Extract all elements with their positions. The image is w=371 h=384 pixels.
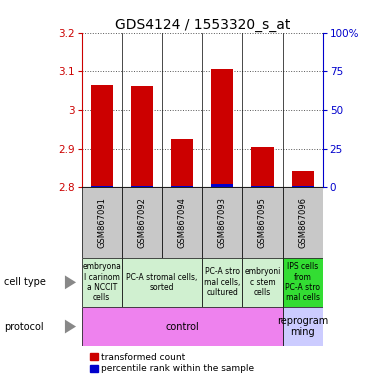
Bar [202,258,242,307]
Bar [131,186,153,187]
Text: reprogram
ming: reprogram ming [277,316,328,338]
Bar [122,187,162,258]
Bar [171,139,193,187]
Text: PC-A stro
mal cells,
cultured: PC-A stro mal cells, cultured [204,267,240,297]
Bar [82,307,283,346]
Text: control: control [165,321,199,331]
Text: GSM867096: GSM867096 [298,197,307,248]
Bar [292,171,314,187]
Bar [292,186,314,187]
Text: GSM867091: GSM867091 [97,197,106,248]
Bar [283,307,323,346]
Text: GSM867095: GSM867095 [258,197,267,248]
Bar [211,184,233,187]
Bar [252,186,273,187]
Text: GSM867093: GSM867093 [218,197,227,248]
Bar [82,187,122,258]
Bar [162,187,202,258]
Bar [283,258,323,307]
Text: GSM867092: GSM867092 [137,197,147,248]
Title: GDS4124 / 1553320_s_at: GDS4124 / 1553320_s_at [115,18,290,31]
Bar [283,187,323,258]
Bar [252,147,273,187]
Bar [211,70,233,187]
Bar [91,85,113,187]
Bar [131,86,153,187]
Text: IPS cells
from
PC-A stro
mal cells: IPS cells from PC-A stro mal cells [285,262,320,303]
Text: cell type: cell type [4,277,46,287]
Bar [82,258,122,307]
Bar [242,258,283,307]
Text: embryona
l carinom
a NCCIT
cells: embryona l carinom a NCCIT cells [82,262,121,303]
Bar [122,258,202,307]
Bar [202,187,242,258]
Legend: transformed count, percentile rank within the sample: transformed count, percentile rank withi… [86,349,258,377]
Text: GSM867094: GSM867094 [178,197,187,248]
Text: protocol: protocol [4,321,43,331]
Text: PC-A stromal cells,
sorted: PC-A stromal cells, sorted [126,273,198,292]
Bar [171,186,193,187]
Bar [242,187,283,258]
Text: embryoni
c stem
cells: embryoni c stem cells [244,267,281,297]
Bar [91,186,113,187]
